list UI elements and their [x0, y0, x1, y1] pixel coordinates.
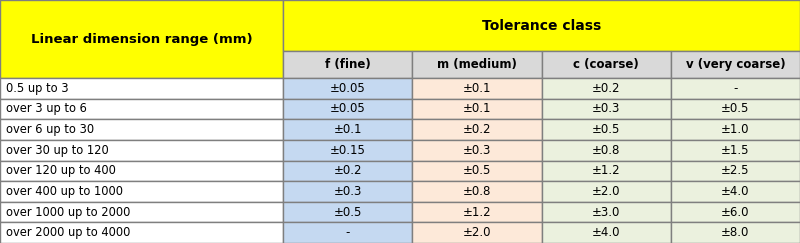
Text: over 30 up to 120: over 30 up to 120 [6, 144, 109, 157]
Bar [542, 160, 670, 181]
Bar [0, 78, 283, 99]
Bar [283, 222, 412, 243]
Bar [670, 222, 800, 243]
Bar [283, 119, 412, 140]
Bar [542, 119, 670, 140]
Text: over 120 up to 400: over 120 up to 400 [6, 164, 116, 177]
Bar [0, 119, 283, 140]
Bar [283, 181, 412, 202]
Text: Linear dimension range (mm): Linear dimension range (mm) [30, 33, 252, 45]
Text: ±0.8: ±0.8 [462, 185, 491, 198]
Bar [412, 202, 542, 222]
Text: ±2.5: ±2.5 [721, 164, 750, 177]
Bar [283, 140, 412, 160]
Text: ±2.0: ±2.0 [592, 185, 620, 198]
Text: ±1.5: ±1.5 [721, 144, 750, 157]
Text: ±1.2: ±1.2 [592, 164, 621, 177]
Text: -: - [346, 226, 350, 239]
Bar [670, 181, 800, 202]
Text: ±0.3: ±0.3 [592, 103, 620, 115]
Text: ±0.3: ±0.3 [462, 144, 491, 157]
Text: -: - [733, 82, 738, 95]
Text: ±0.5: ±0.5 [334, 206, 362, 218]
Bar [0, 222, 283, 243]
Bar [670, 99, 800, 119]
Bar [542, 202, 670, 222]
Text: m (medium): m (medium) [437, 58, 517, 71]
Text: ±1.0: ±1.0 [721, 123, 750, 136]
Bar [670, 51, 800, 78]
Text: ±4.0: ±4.0 [592, 226, 620, 239]
Bar [412, 51, 542, 78]
Text: ±0.8: ±0.8 [592, 144, 620, 157]
Bar [670, 160, 800, 181]
Bar [670, 140, 800, 160]
Bar [412, 78, 542, 99]
Bar [670, 202, 800, 222]
Text: c (coarse): c (coarse) [574, 58, 639, 71]
Text: v (very coarse): v (very coarse) [686, 58, 785, 71]
Bar [412, 160, 542, 181]
Text: ±0.15: ±0.15 [330, 144, 366, 157]
Text: over 1000 up to 2000: over 1000 up to 2000 [6, 206, 130, 218]
Bar [542, 51, 670, 78]
Text: over 2000 up to 4000: over 2000 up to 4000 [6, 226, 130, 239]
Bar [283, 160, 412, 181]
Bar [0, 0, 283, 78]
Bar [542, 99, 670, 119]
Bar [412, 140, 542, 160]
Bar [412, 119, 542, 140]
Bar [542, 78, 670, 99]
Text: ±0.2: ±0.2 [592, 82, 620, 95]
Bar [283, 78, 412, 99]
Text: ±1.2: ±1.2 [462, 206, 491, 218]
Text: ±0.3: ±0.3 [334, 185, 362, 198]
Bar [542, 140, 670, 160]
Bar [0, 99, 283, 119]
Text: ±0.5: ±0.5 [592, 123, 620, 136]
Bar [283, 99, 412, 119]
Bar [412, 99, 542, 119]
Text: ±0.05: ±0.05 [330, 82, 366, 95]
Text: ±2.0: ±2.0 [462, 226, 491, 239]
Bar [283, 51, 412, 78]
Text: ±0.2: ±0.2 [462, 123, 491, 136]
Text: ±0.1: ±0.1 [462, 103, 491, 115]
Text: ±0.1: ±0.1 [334, 123, 362, 136]
Bar [542, 222, 670, 243]
Text: Tolerance class: Tolerance class [482, 18, 601, 33]
Bar [542, 181, 670, 202]
Text: ±0.2: ±0.2 [334, 164, 362, 177]
Text: ±4.0: ±4.0 [721, 185, 750, 198]
Bar [0, 181, 283, 202]
Text: ±0.05: ±0.05 [330, 103, 366, 115]
Bar [0, 140, 283, 160]
Bar [0, 202, 283, 222]
Text: ±3.0: ±3.0 [592, 206, 620, 218]
Text: ±0.5: ±0.5 [462, 164, 491, 177]
Text: over 3 up to 6: over 3 up to 6 [6, 103, 87, 115]
Text: ±8.0: ±8.0 [721, 226, 750, 239]
Text: ±0.5: ±0.5 [721, 103, 750, 115]
Bar [670, 119, 800, 140]
Text: ±6.0: ±6.0 [721, 206, 750, 218]
Bar [670, 78, 800, 99]
Bar [283, 0, 800, 51]
Text: f (fine): f (fine) [325, 58, 370, 71]
Text: 0.5 up to 3: 0.5 up to 3 [6, 82, 69, 95]
Bar [283, 202, 412, 222]
Bar [412, 181, 542, 202]
Bar [412, 222, 542, 243]
Text: over 6 up to 30: over 6 up to 30 [6, 123, 94, 136]
Text: over 400 up to 1000: over 400 up to 1000 [6, 185, 123, 198]
Bar [0, 160, 283, 181]
Text: ±0.1: ±0.1 [462, 82, 491, 95]
